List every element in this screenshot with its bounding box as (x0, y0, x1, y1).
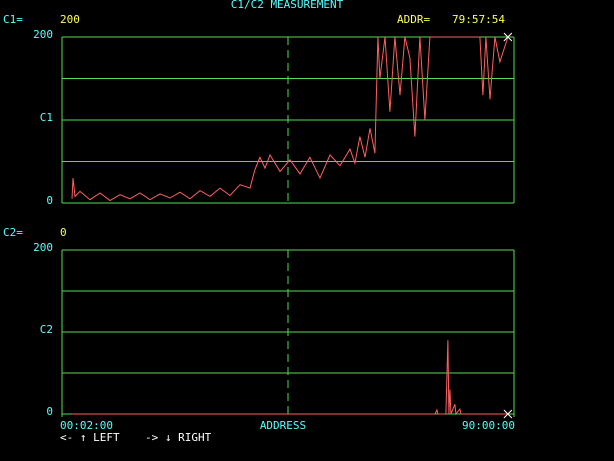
addr-label: ADDR= (397, 13, 430, 26)
c1-value: 200 (60, 13, 80, 26)
addr-value: 79:57:54 (452, 13, 505, 26)
cursor (503, 32, 513, 42)
x-tick-label: 00:02:00 (60, 419, 113, 432)
signal-line (72, 340, 508, 416)
c2-value: 0 (60, 226, 67, 239)
c2-label: C2= (3, 226, 23, 239)
y-tick-label: 200 (33, 241, 53, 254)
y-tick-label: 0 (46, 405, 53, 418)
y-tick-label: 200 (33, 28, 53, 41)
y-tick-label: C1 (40, 111, 53, 124)
title: C1/C2 MEASUREMENT (231, 0, 344, 11)
x-axis-label: ADDRESS (260, 419, 306, 432)
y-tick-label: C2 (40, 323, 53, 336)
x-tick-label: 90:00:00 (462, 419, 515, 432)
right-hint: -> ↓ RIGHT (145, 431, 212, 444)
y-tick-label: 0 (46, 194, 53, 207)
c1-label: C1= (3, 13, 23, 26)
signal-line (71, 36, 509, 202)
left-hint: <- ↑ LEFT (60, 431, 120, 444)
cursor (503, 409, 513, 419)
